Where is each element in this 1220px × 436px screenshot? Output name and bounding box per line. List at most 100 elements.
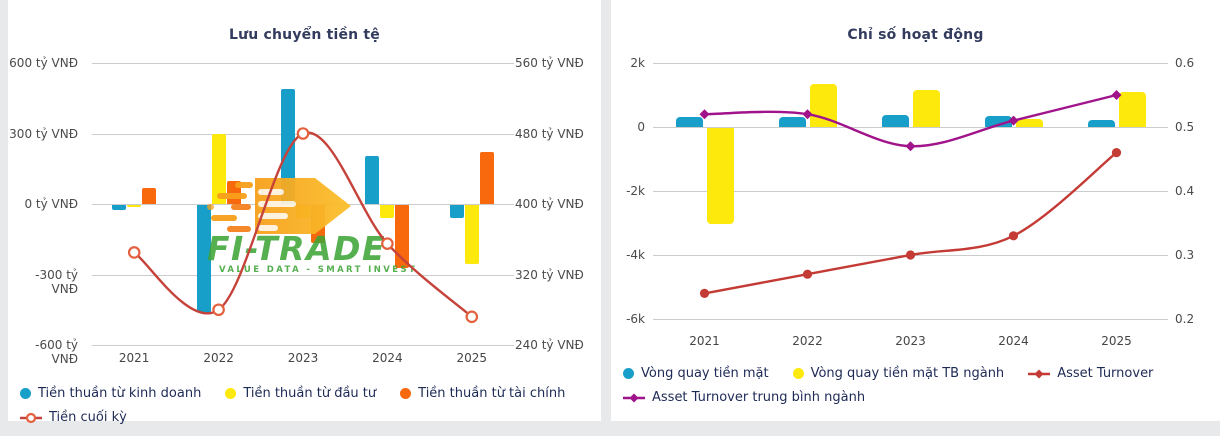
legend-line-marker-icon: [1028, 369, 1051, 378]
legend-item-tien-thuan-tu-dau-tu[interactable]: Tiền thuần từ đầu tư: [225, 384, 376, 403]
bar-tien-thuan-tu-tai-chinh-2021[interactable]: [142, 187, 157, 204]
y-axis-right-tick: 0.3: [1175, 248, 1195, 262]
y-axis-right-tick: 240 tỷ VNĐ: [515, 338, 584, 352]
marker-asset-turnover-trung-binh-nganh-2022[interactable]: [802, 109, 813, 120]
legend-label: Asset Turnover: [1057, 366, 1154, 381]
y-axis-right-tick: 0.5: [1175, 120, 1195, 134]
activity-index-chart-card: Chỉ số hoạt động Vòng quay tiền mặt Vòng …: [611, 0, 1220, 421]
marker-asset-turnover-trung-binh-nganh-2021[interactable]: [699, 109, 710, 120]
watermark-brand-text: FI-TRADE: [207, 229, 386, 268]
y-axis-left-tick: -4k: [626, 248, 645, 262]
y-axis-left-tick: 0 tỷ VNĐ: [24, 197, 78, 211]
marker-asset-turnover-2021[interactable]: [699, 288, 710, 298]
bar-tien-thuan-tu-kinh-doanh-2023[interactable]: [281, 88, 295, 204]
legend-item-asset-turnover-trung-binh-nganh[interactable]: Asset Turnover trung bình ngành: [623, 388, 865, 407]
gridline: [653, 319, 1168, 320]
bar-vong-quay-tien-mat-2022[interactable]: [778, 116, 806, 127]
legend-line-marker-icon: [623, 393, 645, 402]
y-axis-right-tick: 400 tỷ VNĐ: [515, 197, 584, 211]
x-axis-year-label: 2024: [998, 334, 1029, 348]
bar-tien-thuan-tu-dau-tu-2021[interactable]: [127, 205, 142, 208]
bar-tien-thuan-tu-tai-chinh-2025[interactable]: [479, 152, 494, 204]
bar-vong-quay-tien-mat-2021[interactable]: [675, 117, 703, 127]
legend-label: Tiền cuối kỳ: [49, 410, 127, 425]
activity-index-chart-title: Chỉ số hoạt động: [847, 27, 984, 43]
x-axis-year-label: 2024: [372, 351, 403, 365]
legend-dot-icon: [623, 368, 634, 379]
y-axis-left-tick: 600 tỷ VNĐ: [9, 56, 78, 70]
y-axis-right-tick: 0.4: [1175, 184, 1195, 198]
legend-item-tien-cuoi-ky[interactable]: Tiền cuối kỳ: [20, 408, 127, 427]
legend-item-asset-turnover[interactable]: Asset Turnover: [1028, 364, 1153, 383]
bar-vong-quay-tien-mat-tb-nganh-2023[interactable]: [912, 89, 940, 127]
legend-item-vong-quay-tien-mat[interactable]: Vòng quay tiền mặt: [623, 364, 769, 383]
legend-label: Asset Turnover trung bình ngành: [652, 390, 866, 405]
x-axis-year-label: 2022: [792, 334, 823, 348]
line-tien-cuoi-ky: [133, 131, 473, 318]
line-asset-turnover: [704, 151, 1118, 295]
marker-tien-cuoi-ky-2025[interactable]: [465, 310, 479, 324]
gridline: [92, 63, 514, 64]
bar-tien-thuan-tu-kinh-doanh-2022[interactable]: [196, 205, 211, 314]
watermark-tagline-text: VALUE DATA - SMART INVEST: [219, 265, 415, 275]
legend-item-tien-thuan-tu-tai-chinh[interactable]: Tiền thuần từ tài chính: [400, 384, 565, 403]
x-axis-year-label: 2025: [1101, 334, 1132, 348]
marker-asset-turnover-2024[interactable]: [1008, 231, 1019, 241]
cash-flow-chart-card: Lưu chuyển tiền tệ: [8, 0, 601, 425]
bar-tien-thuan-tu-dau-tu-2022[interactable]: [211, 133, 226, 204]
y-axis-left-tick: -300 tỷ VNĐ: [35, 267, 78, 296]
marker-asset-turnover-trung-binh-nganh-2024[interactable]: [1008, 115, 1019, 126]
bar-tien-thuan-tu-kinh-doanh-2021[interactable]: [112, 205, 127, 210]
bar-vong-quay-tien-mat-2023[interactable]: [881, 115, 909, 127]
bar-tien-thuan-tu-tai-chinh-2022[interactable]: [226, 180, 241, 204]
legend-item-vong-quay-tien-mat-tb-nganh[interactable]: Vòng quay tiền mặt TB ngành: [792, 364, 1005, 383]
legend-dot-icon: [400, 388, 412, 399]
y-axis-left-tick: 0: [637, 120, 645, 134]
bar-tien-thuan-tu-kinh-doanh-2025[interactable]: [449, 205, 464, 218]
x-axis-year-label: 2021: [118, 351, 150, 365]
cash-flow-legend: Tiền thuần từ kinh doanh Tiền thuần từ đầ…: [20, 384, 585, 427]
bar-vong-quay-tien-mat-2025[interactable]: [1087, 120, 1115, 127]
marker-tien-cuoi-ky-2023[interactable]: [296, 127, 310, 140]
marker-asset-turnover-2025[interactable]: [1111, 148, 1122, 158]
bar-tien-thuan-tu-dau-tu-2023[interactable]: [296, 205, 310, 218]
gridline: [653, 63, 1168, 64]
y-axis-right-tick: 480 tỷ VNĐ: [515, 126, 584, 141]
bar-tien-thuan-tu-dau-tu-2025[interactable]: [464, 205, 479, 264]
bar-tien-thuan-tu-dau-tu-2024[interactable]: [380, 205, 395, 218]
marker-asset-turnover-trung-binh-nganh-2025[interactable]: [1111, 90, 1122, 100]
y-axis-left-tick: 300 tỷ VNĐ: [9, 126, 78, 141]
legend-label: Tiền thuần từ kinh doanh: [38, 386, 202, 401]
x-axis-year-label: 2023: [895, 334, 926, 348]
gridline: [92, 345, 514, 346]
legend-label: Vòng quay tiền mặt TB ngành: [810, 366, 1005, 381]
y-axis-left-tick: 2k: [630, 56, 645, 70]
y-axis-right-tick: 560 tỷ VNĐ: [515, 56, 584, 70]
x-axis-year-label: 2021: [689, 334, 720, 348]
bar-vong-quay-tien-mat-tb-nganh-2022[interactable]: [809, 84, 837, 127]
bar-tien-thuan-tu-tai-chinh-2024[interactable]: [395, 205, 410, 269]
y-axis-right-tick: 0.6: [1175, 56, 1195, 70]
legend-label: Tiền thuần từ tài chính: [418, 386, 566, 401]
legend-item-tien-thuan-tu-kinh-doanh[interactable]: Tiền thuần từ kinh doanh: [20, 384, 201, 403]
x-axis-year-label: 2023: [287, 351, 319, 365]
bar-vong-quay-tien-mat-tb-nganh-2021[interactable]: [706, 128, 734, 224]
y-axis-left-tick: -2k: [626, 184, 645, 198]
bar-vong-quay-tien-mat-tb-nganh-2024[interactable]: [1015, 118, 1043, 127]
marker-asset-turnover-trung-binh-nganh-2023[interactable]: [905, 141, 916, 152]
bar-tien-thuan-tu-tai-chinh-2023[interactable]: [311, 205, 325, 243]
activity-index-legend: Vòng quay tiền mặt Vòng quay tiền mặt TB …: [623, 364, 1198, 407]
bar-tien-thuan-tu-kinh-doanh-2024[interactable]: [365, 155, 380, 204]
marker-asset-turnover-2023[interactable]: [905, 250, 916, 260]
y-axis-left-tick: -6k: [626, 312, 645, 326]
y-axis-right-tick: 320 tỷ VNĐ: [515, 267, 584, 282]
bar-vong-quay-tien-mat-tb-nganh-2025[interactable]: [1118, 92, 1146, 127]
marker-asset-turnover-2022[interactable]: [802, 269, 813, 279]
y-axis-left-tick: -600 tỷ VNĐ: [35, 338, 78, 366]
x-axis-year-label: 2022: [203, 351, 234, 365]
marker-tien-cuoi-ky-2022[interactable]: [212, 303, 225, 317]
legend-dot-icon: [792, 368, 804, 379]
marker-tien-cuoi-ky-2024[interactable]: [381, 237, 394, 250]
bar-vong-quay-tien-mat-2024[interactable]: [984, 116, 1012, 127]
marker-tien-cuoi-ky-2021[interactable]: [127, 246, 141, 259]
